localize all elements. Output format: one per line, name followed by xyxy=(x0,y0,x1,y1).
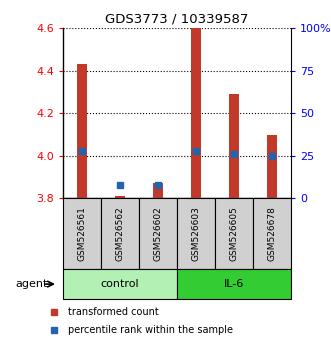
Text: percentile rank within the sample: percentile rank within the sample xyxy=(69,325,233,335)
Bar xyxy=(253,198,291,269)
Text: control: control xyxy=(101,279,139,289)
Bar xyxy=(177,269,291,299)
Text: GSM526561: GSM526561 xyxy=(77,206,86,261)
Bar xyxy=(77,64,87,198)
Bar xyxy=(63,198,101,269)
Bar xyxy=(229,94,239,198)
Bar xyxy=(267,135,277,198)
Text: IL-6: IL-6 xyxy=(224,279,244,289)
Bar xyxy=(177,198,215,269)
Title: GDS3773 / 10339587: GDS3773 / 10339587 xyxy=(105,13,249,26)
Bar xyxy=(63,269,177,299)
Text: transformed count: transformed count xyxy=(69,307,159,317)
Bar xyxy=(153,183,163,198)
Bar xyxy=(139,198,177,269)
Text: agent: agent xyxy=(16,279,48,289)
Bar xyxy=(115,196,125,198)
Text: GSM526678: GSM526678 xyxy=(268,206,277,261)
Text: GSM526562: GSM526562 xyxy=(116,206,124,261)
Bar xyxy=(191,28,201,198)
Bar xyxy=(215,198,253,269)
Bar xyxy=(101,198,139,269)
Text: GSM526603: GSM526603 xyxy=(192,206,201,261)
Text: GSM526605: GSM526605 xyxy=(230,206,239,261)
Text: GSM526602: GSM526602 xyxy=(154,206,163,261)
